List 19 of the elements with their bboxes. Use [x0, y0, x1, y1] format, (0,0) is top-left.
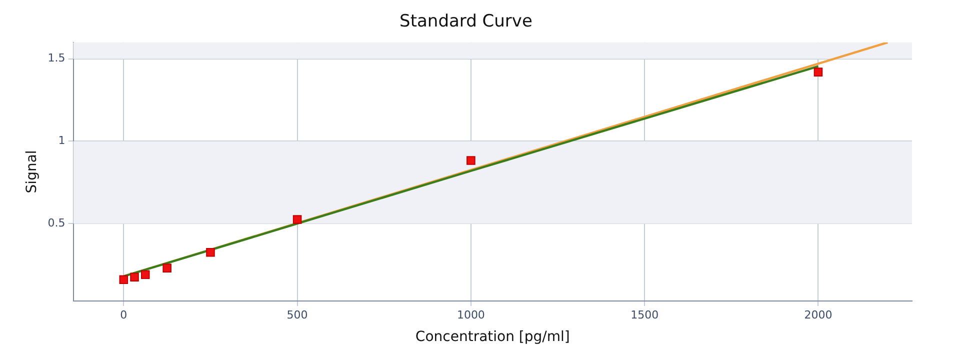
x-tick-label: 1000	[456, 308, 485, 322]
point	[162, 264, 172, 272]
y-tick-label: 1.5	[48, 52, 66, 65]
y-tick-label: 1	[58, 134, 66, 148]
x-tick-label: 500	[286, 308, 308, 322]
x-axis-title: Concentration [pg/ml]	[415, 329, 570, 346]
x-tick-label: 0	[120, 308, 128, 322]
point	[206, 248, 215, 257]
y-tick-label: 0.5	[48, 216, 66, 230]
point	[140, 270, 150, 280]
x-tick-label: 2000	[804, 308, 832, 322]
point	[130, 272, 139, 282]
x-tick-label: 1500	[630, 308, 659, 322]
point	[814, 68, 823, 76]
point	[292, 215, 302, 224]
point	[119, 275, 128, 284]
chart-title: Standard Curve	[400, 12, 532, 32]
point	[466, 156, 476, 165]
y-axis-title: Signal	[24, 150, 40, 194]
